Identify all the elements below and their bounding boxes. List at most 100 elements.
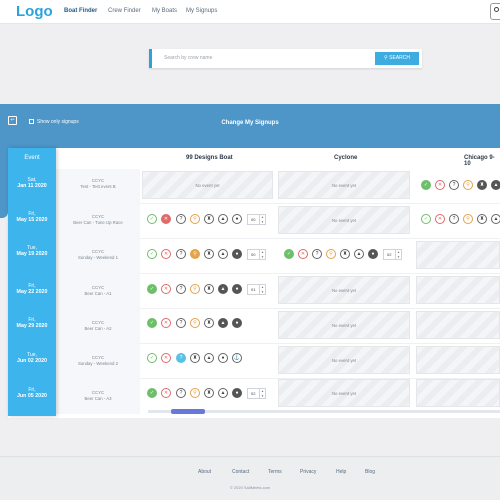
- no-event-cell: No event yet: [278, 311, 410, 339]
- boat-icon[interactable]: ▲: [218, 214, 228, 224]
- nav-my-boats[interactable]: My Boats: [152, 8, 178, 14]
- crew-icon[interactable]: ●: [232, 318, 242, 328]
- no-event-cell: No event yet: [278, 171, 410, 199]
- crew-icon[interactable]: ●: [232, 214, 242, 224]
- event-name-cell: CCYC Sunday - Weekend 1: [77, 249, 119, 260]
- helm-icon[interactable]: ⚲: [326, 249, 336, 259]
- nav-my-signups[interactable]: My Signups: [186, 8, 218, 14]
- helm-icon[interactable]: ⚲: [190, 249, 200, 259]
- trophy-icon[interactable]: ♜: [477, 214, 487, 224]
- boat-header-1: 99 Designs Boat: [186, 155, 233, 161]
- yes-icon[interactable]: ✓: [147, 214, 157, 224]
- no-icon[interactable]: ✕: [161, 388, 171, 398]
- footer-blog-link[interactable]: Blog: [365, 469, 376, 475]
- maybe-icon[interactable]: ?: [176, 353, 186, 363]
- search-input[interactable]: Search by crew name: [164, 55, 213, 61]
- horizontal-scrollbar[interactable]: [148, 410, 500, 413]
- yes-icon[interactable]: ✓: [284, 249, 294, 259]
- no-icon[interactable]: ✕: [161, 249, 171, 259]
- maybe-icon[interactable]: ?: [449, 214, 459, 224]
- logo[interactable]: Logo: [16, 3, 53, 20]
- search-button[interactable]: ⚲ SEARCH: [375, 52, 419, 65]
- trophy-icon[interactable]: ♜: [190, 353, 200, 363]
- helm-icon[interactable]: ⚲: [190, 284, 200, 294]
- row-divider: [56, 273, 500, 274]
- user-menu-button[interactable]: [490, 3, 500, 20]
- helm-icon[interactable]: ⚲: [190, 214, 200, 224]
- trophy-icon[interactable]: ♜: [204, 388, 214, 398]
- helm-icon[interactable]: ⚲: [463, 180, 473, 190]
- boat-icon[interactable]: ▲: [204, 353, 214, 363]
- boat-icon[interactable]: ▲: [218, 388, 228, 398]
- no-icon[interactable]: ✕: [161, 214, 171, 224]
- trophy-icon[interactable]: ♜: [204, 318, 214, 328]
- row-divider: [56, 308, 500, 309]
- event-date: Fri, May 15 2020: [16, 211, 48, 223]
- nav-crew-finder[interactable]: Crew Finder: [108, 8, 141, 14]
- scrollbar-thumb[interactable]: [171, 409, 205, 414]
- footer-terms-link[interactable]: Terms: [268, 469, 282, 475]
- show-only-signups-checkbox[interactable]: [29, 119, 34, 124]
- trophy-icon[interactable]: ♜: [204, 249, 214, 259]
- maybe-icon[interactable]: ?: [176, 388, 186, 398]
- no-event-cell: No event yet: [142, 171, 273, 199]
- helm-icon[interactable]: ⚲: [190, 318, 200, 328]
- trophy-icon[interactable]: ♜: [477, 180, 487, 190]
- no-icon[interactable]: ✕: [435, 214, 445, 224]
- yes-icon[interactable]: ✓: [147, 284, 157, 294]
- boat-icon[interactable]: ▲: [218, 249, 228, 259]
- footer-help-link[interactable]: Help: [336, 469, 347, 475]
- event-date: Fri, Jun 05 2020: [16, 387, 48, 399]
- show-only-signups-label: Show only signups: [37, 119, 79, 125]
- row-divider: [56, 238, 500, 239]
- maybe-icon[interactable]: ?: [176, 249, 186, 259]
- boat-icon[interactable]: ▲: [218, 284, 228, 294]
- yes-icon[interactable]: ✓: [147, 353, 157, 363]
- trophy-icon[interactable]: ♜: [340, 249, 350, 259]
- no-icon[interactable]: ✕: [161, 318, 171, 328]
- footer-about-link[interactable]: About: [198, 469, 212, 475]
- footer-contact-link[interactable]: Contact: [232, 469, 250, 475]
- row-divider: [56, 378, 500, 379]
- back-icon[interactable]: ↩: [8, 116, 17, 125]
- no-icon[interactable]: ✕: [298, 249, 308, 259]
- no-icon[interactable]: ✕: [161, 284, 171, 294]
- event-header: Event: [24, 155, 40, 161]
- crew-count-stepper[interactable]: 00 ▲ ▼: [247, 214, 266, 225]
- trophy-icon[interactable]: ♜: [204, 214, 214, 224]
- crew-icon[interactable]: ▲: [491, 180, 500, 190]
- crew-count-stepper[interactable]: 02 ▲ ▼: [383, 249, 402, 260]
- trophy-icon[interactable]: ♜: [204, 284, 214, 294]
- boat-icon[interactable]: ▲: [354, 249, 364, 259]
- crew-icon[interactable]: ●: [232, 249, 242, 259]
- maybe-icon[interactable]: ?: [312, 249, 322, 259]
- maybe-icon[interactable]: ?: [176, 318, 186, 328]
- yes-icon[interactable]: ✓: [147, 318, 157, 328]
- helm-icon[interactable]: ⚲: [190, 388, 200, 398]
- boat-icon[interactable]: ▲: [218, 318, 228, 328]
- maybe-icon[interactable]: ?: [176, 284, 186, 294]
- crew-icon[interactable]: ●: [232, 388, 242, 398]
- crew-count-stepper[interactable]: 01 ▲ ▼: [247, 284, 266, 295]
- no-icon[interactable]: ✕: [435, 180, 445, 190]
- crew-icon[interactable]: ●: [218, 353, 228, 363]
- yes-icon[interactable]: ✓: [421, 214, 431, 224]
- nav-boat-finder[interactable]: Boat Finder: [64, 8, 98, 14]
- yes-icon[interactable]: ✓: [147, 388, 157, 398]
- crew-count-stepper[interactable]: 02 ▲ ▼: [247, 388, 266, 399]
- crew-count-stepper[interactable]: 00 ▲ ▼: [247, 249, 266, 260]
- yes-icon[interactable]: ✓: [147, 249, 157, 259]
- helm-icon[interactable]: ⚲: [463, 214, 473, 224]
- crew-icon[interactable]: ●: [368, 249, 378, 259]
- no-event-cell: [416, 311, 500, 339]
- crew-icon[interactable]: ▲: [491, 214, 500, 224]
- maybe-icon[interactable]: ?: [176, 214, 186, 224]
- anchor-icon[interactable]: ⚓: [232, 353, 242, 363]
- event-date: Sat, Jan 11 2020: [17, 177, 47, 189]
- crew-icon[interactable]: ●: [232, 284, 242, 294]
- maybe-icon[interactable]: ?: [449, 180, 459, 190]
- yes-icon[interactable]: ✓: [421, 180, 431, 190]
- footer-privacy-link[interactable]: Privacy: [300, 469, 317, 475]
- event-name-cell: CCYC Beer Can - A2: [84, 320, 112, 331]
- no-icon[interactable]: ✕: [161, 353, 171, 363]
